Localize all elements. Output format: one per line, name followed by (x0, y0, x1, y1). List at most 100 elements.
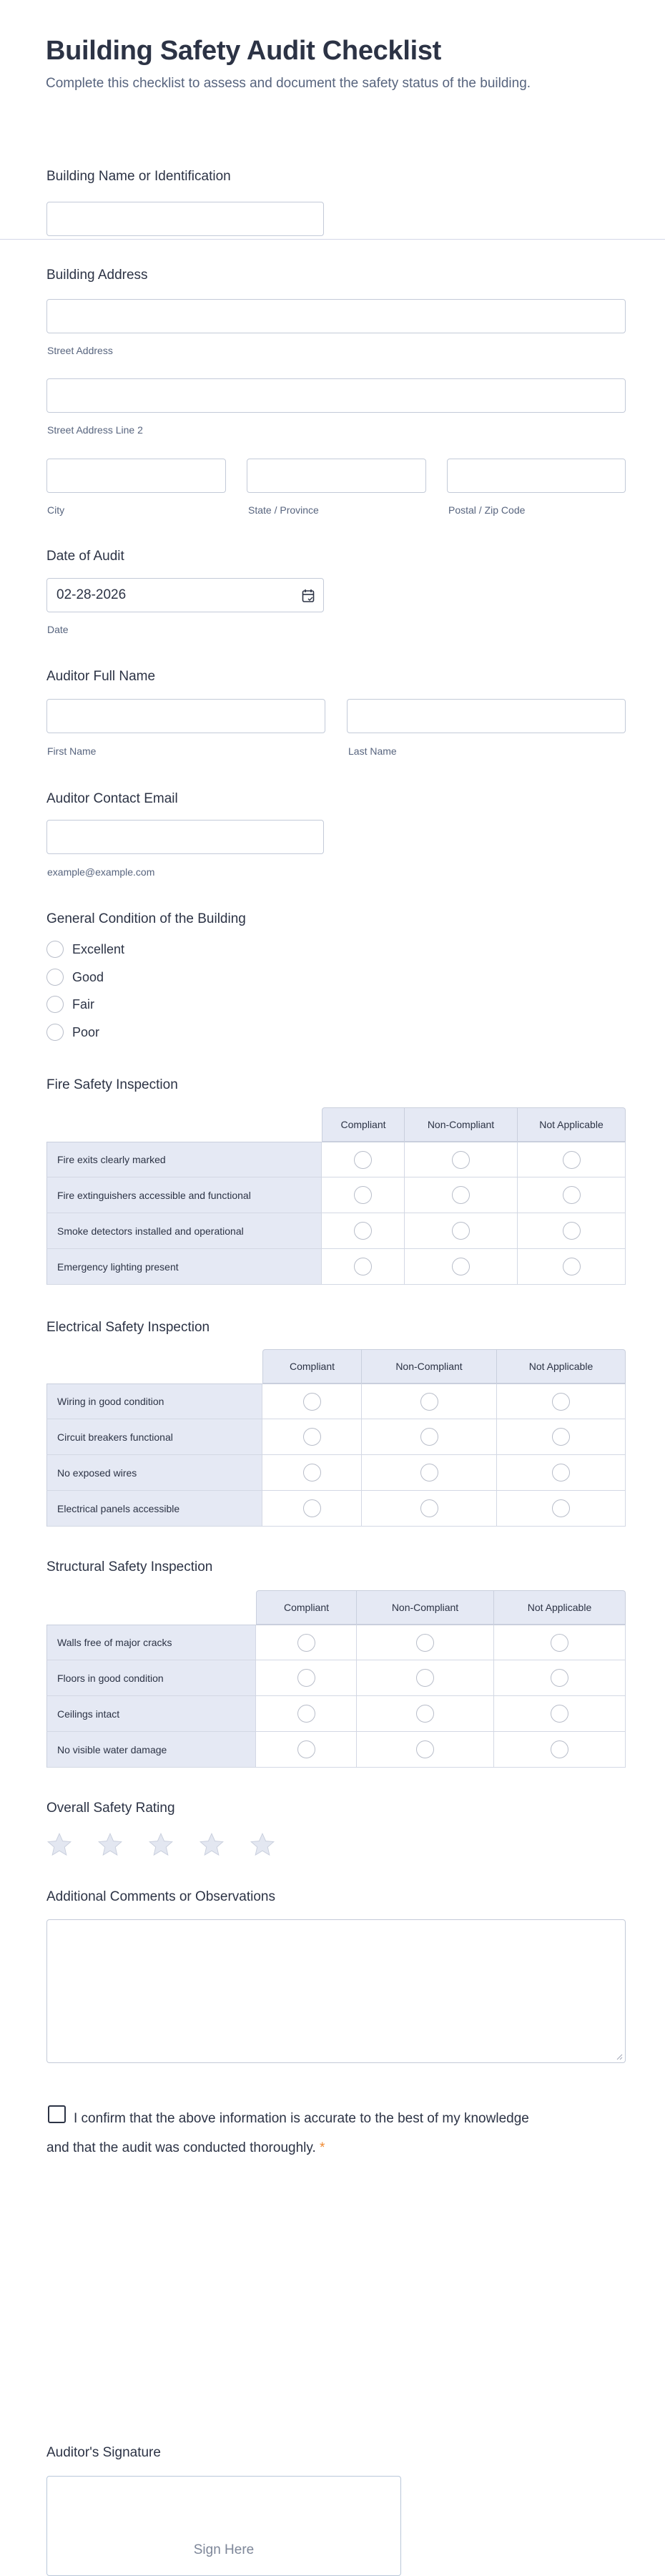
radio-button[interactable] (551, 1705, 568, 1723)
radio-button[interactable] (297, 1669, 315, 1687)
matrix-cell[interactable] (518, 1177, 626, 1213)
star-icon[interactable] (97, 1831, 124, 1858)
matrix-cell[interactable] (256, 1696, 357, 1732)
radio-button[interactable] (562, 1186, 581, 1204)
matrix-cell[interactable] (497, 1419, 626, 1455)
matrix-cell[interactable] (518, 1249, 626, 1285)
matrix-cell[interactable] (497, 1384, 626, 1419)
radio-button[interactable] (302, 1428, 321, 1446)
matrix-cell[interactable] (362, 1455, 497, 1491)
matrix-cell[interactable] (362, 1491, 497, 1527)
radio-button[interactable] (46, 1024, 64, 1041)
radio-button[interactable] (562, 1222, 581, 1240)
matrix-cell[interactable] (497, 1455, 626, 1491)
radio-button[interactable] (46, 969, 64, 986)
radio-button[interactable] (552, 1464, 570, 1482)
matrix-cell[interactable] (494, 1696, 626, 1732)
condition-option-poor[interactable]: Poor (46, 1024, 99, 1041)
matrix-cell[interactable] (262, 1419, 362, 1455)
radio-button[interactable] (562, 1258, 581, 1275)
radio-button[interactable] (551, 1740, 568, 1758)
zip-input[interactable] (447, 459, 626, 493)
matrix-cell[interactable] (497, 1491, 626, 1527)
radio-button[interactable] (297, 1633, 315, 1652)
condition-option-good[interactable]: Good (46, 969, 104, 986)
radio-button[interactable] (354, 1258, 372, 1275)
radio-button[interactable] (416, 1669, 434, 1687)
matrix-cell[interactable] (256, 1625, 357, 1660)
city-input[interactable] (46, 459, 226, 493)
confirm-checkbox[interactable] (48, 2105, 66, 2123)
matrix-cell[interactable] (256, 1660, 357, 1696)
radio-button[interactable] (420, 1428, 438, 1446)
condition-option-fair[interactable]: Fair (46, 996, 94, 1013)
radio-button[interactable] (552, 1392, 570, 1411)
matrix-cell[interactable] (494, 1625, 626, 1660)
radio-button[interactable] (354, 1150, 372, 1169)
street-address-line2-input[interactable] (46, 378, 626, 413)
signature-pad[interactable]: Sign Here (46, 2476, 401, 2576)
radio-button[interactable] (562, 1150, 581, 1169)
matrix-cell[interactable] (362, 1419, 497, 1455)
comments-textarea[interactable] (46, 1919, 626, 2063)
first-name-input[interactable] (46, 699, 325, 733)
matrix-cell[interactable] (518, 1213, 626, 1249)
radio-button[interactable] (297, 1740, 315, 1758)
matrix-cell[interactable] (262, 1384, 362, 1419)
radio-button[interactable] (297, 1705, 315, 1723)
radio-button[interactable] (416, 1705, 434, 1723)
star-icon[interactable] (147, 1831, 174, 1858)
star-icon[interactable] (198, 1831, 225, 1858)
radio-button[interactable] (420, 1499, 438, 1517)
matrix-cell[interactable] (405, 1213, 518, 1249)
matrix-cell[interactable] (518, 1142, 626, 1177)
radio-button[interactable] (416, 1740, 434, 1758)
radio-button[interactable] (302, 1392, 321, 1411)
radio-button[interactable] (302, 1499, 321, 1517)
radio-button[interactable] (354, 1222, 372, 1240)
matrix-cell[interactable] (405, 1249, 518, 1285)
radio-button[interactable] (46, 996, 64, 1013)
street-address-input[interactable] (46, 299, 626, 333)
condition-option-excellent[interactable]: Excellent (46, 941, 124, 958)
matrix-cell[interactable] (494, 1660, 626, 1696)
date-input[interactable]: 02-28-2026 (46, 578, 324, 612)
radio-button[interactable] (354, 1186, 372, 1204)
radio-button[interactable] (452, 1150, 470, 1169)
matrix-cell[interactable] (494, 1732, 626, 1768)
matrix-cell[interactable] (322, 1142, 405, 1177)
matrix-cell[interactable] (256, 1732, 357, 1768)
star-icon[interactable] (46, 1831, 73, 1858)
matrix-cell[interactable] (405, 1177, 518, 1213)
radio-button[interactable] (420, 1464, 438, 1482)
radio-button[interactable] (452, 1258, 470, 1275)
radio-button[interactable] (551, 1669, 568, 1687)
last-name-input[interactable] (347, 699, 626, 733)
radio-button[interactable] (302, 1464, 321, 1482)
matrix-cell[interactable] (262, 1491, 362, 1527)
radio-button[interactable] (551, 1633, 568, 1652)
star-icon[interactable] (249, 1831, 276, 1858)
radio-button[interactable] (416, 1633, 434, 1652)
matrix-cell[interactable] (357, 1732, 494, 1768)
matrix-cell[interactable] (357, 1660, 494, 1696)
radio-button[interactable] (452, 1222, 470, 1240)
matrix-cell[interactable] (357, 1625, 494, 1660)
star-rating[interactable] (46, 1831, 276, 1858)
matrix-cell[interactable] (362, 1384, 497, 1419)
matrix-cell[interactable] (322, 1249, 405, 1285)
matrix-cell[interactable] (262, 1455, 362, 1491)
matrix-cell[interactable] (322, 1213, 405, 1249)
email-input[interactable] (46, 820, 324, 854)
calendar-icon[interactable] (302, 589, 315, 603)
matrix-cell[interactable] (405, 1142, 518, 1177)
matrix-cell[interactable] (357, 1696, 494, 1732)
radio-button[interactable] (452, 1186, 470, 1204)
matrix-cell[interactable] (322, 1177, 405, 1213)
radio-button[interactable] (420, 1392, 438, 1411)
building-name-input[interactable] (46, 202, 324, 236)
state-input[interactable] (247, 459, 426, 493)
resize-handle-icon[interactable] (616, 2053, 623, 2060)
radio-button[interactable] (552, 1499, 570, 1517)
radio-button[interactable] (552, 1428, 570, 1446)
